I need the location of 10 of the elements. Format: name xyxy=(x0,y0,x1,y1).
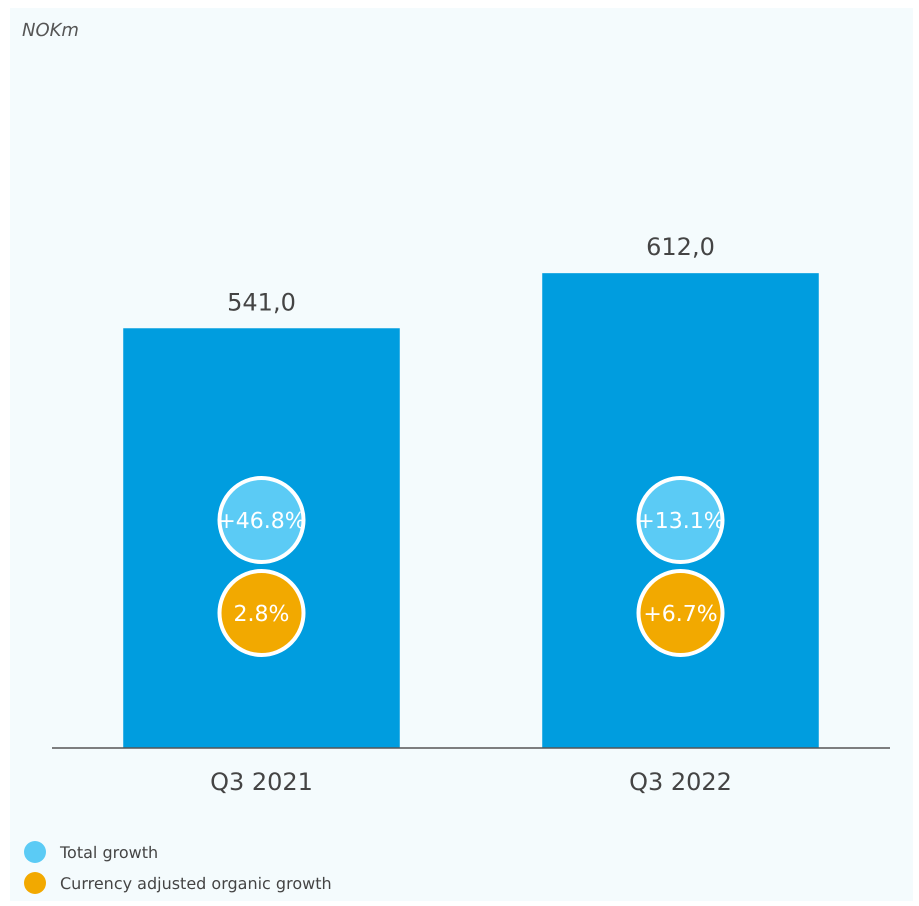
x-tick-label: Q3 2021 xyxy=(210,768,313,796)
annotation: +46.8% xyxy=(217,509,306,534)
text: NOKm xyxy=(22,20,79,41)
annotation: +6.7% xyxy=(643,602,718,627)
data-label: 541,0 xyxy=(227,288,296,316)
text: Currency adjusted organic growth xyxy=(60,874,332,893)
x-tick-label: Q3 2022 xyxy=(629,768,732,796)
text: Total growth xyxy=(59,843,158,862)
annotation: 2.8% xyxy=(234,602,290,627)
data-label: 612,0 xyxy=(646,233,715,262)
